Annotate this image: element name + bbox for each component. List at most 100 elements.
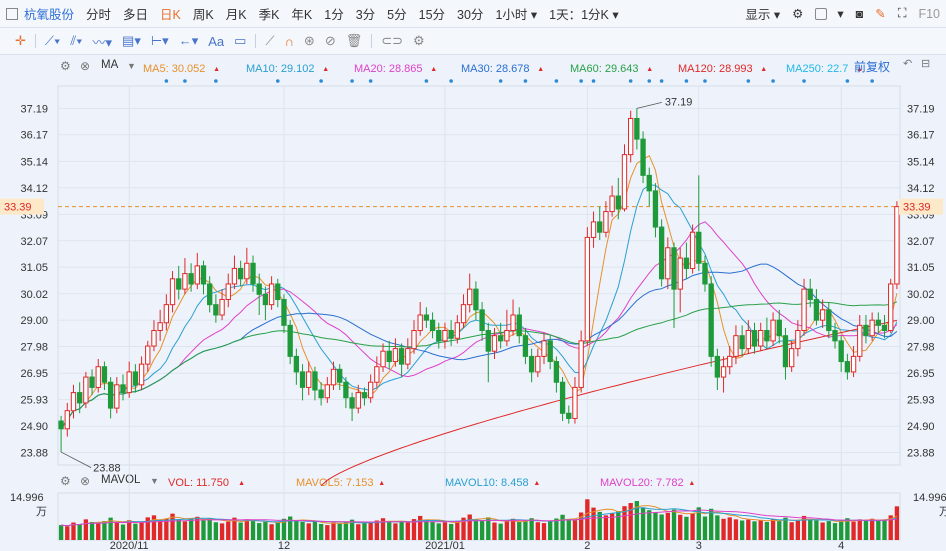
volume-bar[interactable] xyxy=(58,525,64,540)
candle-body[interactable] xyxy=(287,324,293,357)
candle-body[interactable] xyxy=(405,348,411,365)
candle-body[interactable] xyxy=(454,322,460,339)
volume-bar[interactable] xyxy=(226,521,231,540)
volume-bar[interactable] xyxy=(684,516,689,540)
candle-body[interactable] xyxy=(813,298,820,321)
candle-body[interactable] xyxy=(176,278,182,290)
candle-body[interactable] xyxy=(727,355,733,368)
candle-body[interactable] xyxy=(361,392,368,399)
pen-icon[interactable]: ✎ xyxy=(875,7,886,21)
candle-body[interactable] xyxy=(244,262,250,280)
volume-bar[interactable] xyxy=(795,520,801,540)
candle-body[interactable] xyxy=(120,384,126,394)
range-tool-icon[interactable]: ⊢▾ xyxy=(150,33,169,48)
event-dot[interactable] xyxy=(591,79,596,83)
candle-body[interactable] xyxy=(869,319,875,337)
candle-body[interactable] xyxy=(671,247,677,290)
candle-body[interactable] xyxy=(64,410,70,430)
volume-bar[interactable] xyxy=(739,520,745,540)
candle-body[interactable] xyxy=(541,340,547,357)
candle-body[interactable] xyxy=(355,392,361,409)
candle-body[interactable] xyxy=(386,350,392,363)
candle-body[interactable] xyxy=(58,420,64,430)
candle-body[interactable] xyxy=(510,314,516,332)
volume-bar[interactable] xyxy=(566,519,571,540)
candle-body[interactable] xyxy=(758,330,764,347)
ma-close-icon[interactable]: ⊗ xyxy=(80,59,91,73)
candle-body[interactable] xyxy=(832,330,838,342)
event-dot[interactable] xyxy=(424,79,429,83)
ma-settings-icon[interactable]: ⚙ xyxy=(60,59,71,73)
candle-body[interactable] xyxy=(423,314,430,321)
magnet-icon[interactable]: ∩ xyxy=(284,33,294,49)
undo-icon[interactable]: ↶ xyxy=(903,58,913,70)
candle-body[interactable] xyxy=(293,355,300,373)
candle-body[interactable] xyxy=(114,384,120,409)
volume-bar[interactable] xyxy=(77,524,82,540)
volume-bar[interactable] xyxy=(894,506,900,540)
candle-body[interactable] xyxy=(89,376,95,388)
period-tab[interactable]: 周K xyxy=(192,8,214,22)
volume-bar[interactable] xyxy=(164,518,169,541)
candle-body[interactable] xyxy=(559,381,566,414)
volume-bar[interactable] xyxy=(127,520,132,540)
text-tool[interactable]: Aa xyxy=(208,33,225,49)
candle-body[interactable] xyxy=(101,366,108,383)
candle-body[interactable] xyxy=(764,330,770,342)
volume-bar[interactable] xyxy=(752,521,757,540)
crosshair-icon[interactable]: ✛ xyxy=(15,33,26,48)
candle-body[interactable] xyxy=(207,283,213,306)
candle-body[interactable] xyxy=(256,283,262,295)
volume-bar[interactable] xyxy=(294,520,299,540)
candle-body[interactable] xyxy=(448,330,454,339)
volume-bar[interactable] xyxy=(102,521,107,540)
candle-body[interactable] xyxy=(337,368,343,383)
period-tab[interactable]: 日K xyxy=(160,8,181,22)
event-dot[interactable] xyxy=(802,79,806,83)
fullscreen-icon[interactable]: ⛶ xyxy=(897,6,907,20)
candle-body[interactable] xyxy=(83,376,89,404)
volume-bar[interactable] xyxy=(696,507,701,540)
candle-body[interactable] xyxy=(776,319,782,337)
period-tab[interactable]: 月K xyxy=(225,8,247,22)
candle-body[interactable] xyxy=(658,226,665,280)
volume-bar[interactable] xyxy=(851,521,856,540)
candle-body[interactable] xyxy=(894,206,900,285)
candle-body[interactable] xyxy=(330,368,337,386)
volume-bar[interactable] xyxy=(424,520,429,540)
candle-body[interactable] xyxy=(163,304,170,324)
candle-body[interactable] xyxy=(535,355,541,373)
volume-bar[interactable] xyxy=(120,524,126,540)
volume-bar[interactable] xyxy=(380,518,386,540)
draw-settings-icon[interactable]: ⚙ xyxy=(413,33,425,48)
candle-body[interactable] xyxy=(138,363,145,386)
volume-bar[interactable] xyxy=(411,519,417,540)
candle-body[interactable] xyxy=(268,283,275,306)
camera-icon[interactable]: ◙ xyxy=(855,6,864,21)
volume-bar[interactable] xyxy=(448,523,454,540)
volume-bar[interactable] xyxy=(492,522,497,540)
volume-bar[interactable] xyxy=(616,511,621,540)
ruler-icon[interactable]: ⟋ xyxy=(265,33,275,48)
candle-body[interactable] xyxy=(844,361,851,373)
volume-bar[interactable] xyxy=(219,523,225,540)
period-tab[interactable]: 1天：1分K ▾ xyxy=(549,8,619,22)
comment-tool-icon[interactable]: ▭ xyxy=(234,33,247,48)
ma-dropdown-icon[interactable]: ▼ xyxy=(127,61,136,71)
period-tab[interactable]: 15分 xyxy=(418,8,446,22)
candle-body[interactable] xyxy=(460,304,467,324)
volume-bar[interactable] xyxy=(467,514,472,540)
candle-body[interactable] xyxy=(634,117,640,140)
candle-body[interactable] xyxy=(597,221,603,233)
period-tab[interactable]: 1分 xyxy=(324,8,344,22)
candle-body[interactable] xyxy=(788,348,795,368)
candle-body[interactable] xyxy=(504,330,510,342)
volume-bar[interactable] xyxy=(628,503,633,540)
volume-bar[interactable] xyxy=(257,523,262,540)
volume-bar[interactable] xyxy=(541,523,547,540)
candle-body[interactable] xyxy=(683,257,690,269)
event-dot[interactable] xyxy=(350,79,354,83)
volume-bar[interactable] xyxy=(498,523,503,540)
volume-bar[interactable] xyxy=(114,522,119,540)
volume-bar[interactable] xyxy=(876,520,881,540)
